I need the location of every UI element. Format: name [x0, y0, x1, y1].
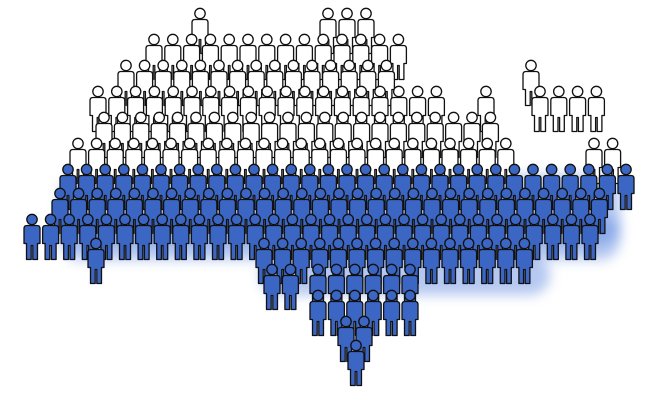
people-icons: [23, 7, 635, 387]
person-icon-white: [587, 85, 606, 133]
person-icon-blue: [23, 213, 41, 261]
person-icon-blue: [497, 237, 515, 285]
person-icon-white: [550, 85, 568, 133]
person-icon-white: [389, 33, 408, 81]
person-icon-blue: [515, 237, 534, 285]
person-icon-blue: [422, 237, 441, 285]
person-icon-blue: [382, 289, 401, 337]
person-icon-blue: [134, 213, 153, 261]
person-icon-blue: [153, 213, 171, 261]
person-icon-blue: [172, 213, 190, 261]
person-icon-blue: [459, 237, 478, 285]
person-icon-blue: [87, 237, 105, 285]
person-icon-blue: [190, 213, 209, 261]
person-icon-blue: [209, 213, 227, 261]
person-icon-white: [531, 85, 549, 133]
person-icon-blue: [116, 213, 134, 261]
person-icon-white: [568, 85, 587, 133]
person-icon-blue: [281, 263, 300, 311]
person-icon-blue: [41, 213, 60, 261]
person-icon-blue: [544, 213, 562, 261]
person-icon-blue: [581, 213, 599, 261]
person-icon-blue: [617, 163, 635, 211]
person-icon-blue: [227, 213, 246, 261]
person-icon-blue: [478, 237, 496, 285]
person-icon-blue: [401, 289, 419, 337]
person-icon-blue: [263, 263, 281, 311]
person-icon-blue: [562, 213, 581, 261]
person-icon-white: [117, 59, 135, 107]
person-icon-blue: [309, 289, 327, 337]
person-icon-blue: [60, 213, 78, 261]
person-icon-blue: [292, 237, 310, 285]
person-icon-blue: [441, 237, 459, 285]
person-icon-blue: [347, 339, 365, 387]
